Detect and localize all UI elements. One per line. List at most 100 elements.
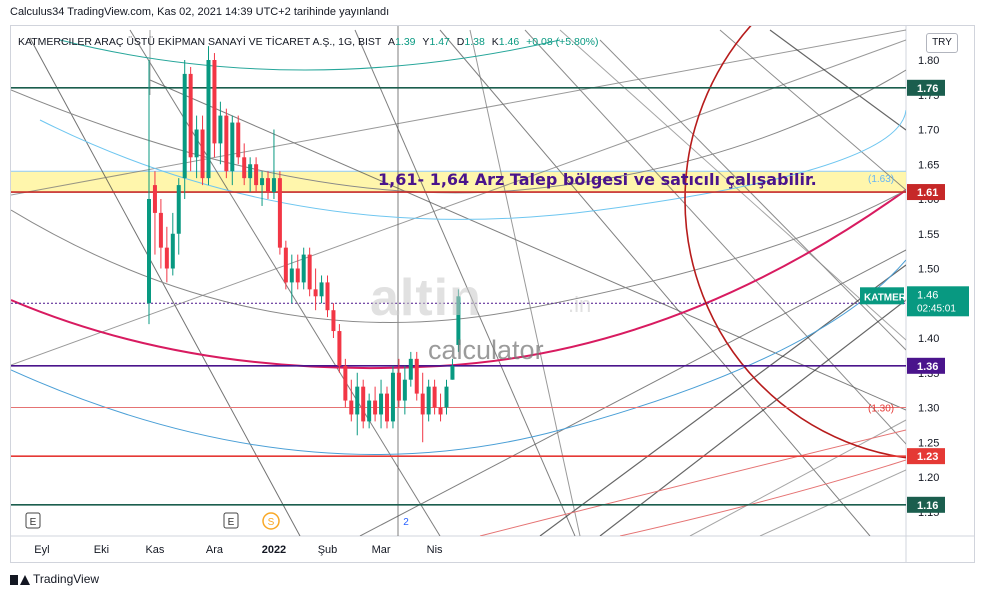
x-tick-label: Ara xyxy=(206,544,224,556)
candle-body xyxy=(373,400,378,415)
candle-body xyxy=(158,212,163,248)
tradingview-footer[interactable]: TradingView xyxy=(10,572,99,586)
level-tag-label: 1.76 xyxy=(917,83,938,95)
event-marker-label: E xyxy=(228,517,235,528)
y-tick-label: 1.55 xyxy=(918,229,939,241)
level-tag xyxy=(907,184,945,201)
trend-line xyxy=(29,37,301,536)
last-price-label: 1.46 xyxy=(917,289,938,301)
candle-body xyxy=(313,289,318,297)
y-tick-label: 1.50 xyxy=(918,264,939,276)
level-tag-label: 1.16 xyxy=(917,500,938,512)
level-note: (1.63) xyxy=(868,174,894,185)
event-marker-label: 2 xyxy=(403,517,409,528)
candle-body xyxy=(283,247,288,283)
x-tick-label: Şub xyxy=(318,544,338,556)
y-tick-label: 1.25 xyxy=(918,437,939,449)
zone-annotation: 1,61- 1,64 Arz Talep bölgesi ve satıcılı… xyxy=(378,170,817,189)
change-value: +0.08 (+5.80%) xyxy=(526,36,599,48)
candle-body xyxy=(295,268,300,283)
earnings-marker xyxy=(223,512,239,529)
candle-body xyxy=(450,365,455,380)
candle-body xyxy=(444,386,449,408)
high-value: 1.47 xyxy=(429,36,450,48)
event-marker-label: S xyxy=(268,517,275,528)
trend-line xyxy=(149,79,906,411)
candle-body xyxy=(236,122,241,158)
trend-line xyxy=(129,29,441,536)
close-value: 1.46 xyxy=(498,36,520,48)
candle-body xyxy=(343,365,348,401)
symbol-name: KATMERCILER ARAÇ ÜSTÜ EKİPMAN SANAYİ VE … xyxy=(18,36,382,48)
y-tick-label: 1.65 xyxy=(918,159,939,171)
horizontal-levels: (1.63) (1.30) xyxy=(11,87,906,506)
chart-frame xyxy=(10,25,975,563)
event-markers: E E S 2 xyxy=(25,512,409,530)
close-label: K xyxy=(491,36,499,48)
currency-button[interactable]: TRY xyxy=(926,33,958,53)
countdown-label: 02:45:01 xyxy=(917,303,956,314)
candle-body xyxy=(242,157,247,179)
candle-body xyxy=(147,199,151,304)
level-tag-label: 1.23 xyxy=(917,451,938,463)
candle-body xyxy=(390,372,395,422)
candle-body xyxy=(170,233,175,269)
open-value: 1.39 xyxy=(395,36,416,48)
trend-line xyxy=(359,249,906,536)
gann-arc xyxy=(11,259,906,455)
trend-line xyxy=(439,29,871,536)
candle-body xyxy=(379,393,384,415)
gann-circle xyxy=(684,26,906,459)
high-label: Y xyxy=(422,36,430,48)
candle-body xyxy=(456,296,461,345)
time-axis[interactable]: 3TemEylEkiKasAra2022ŞubMarNis xyxy=(0,544,443,556)
y-tick-label: 1.20 xyxy=(918,472,939,484)
candle-body xyxy=(385,393,389,422)
footer-brand: TradingView xyxy=(33,572,100,586)
level-tag xyxy=(907,496,945,513)
candle-body xyxy=(194,129,199,158)
zone-rect xyxy=(11,171,906,193)
y-tick-label: 1.40 xyxy=(918,333,939,345)
candle-body xyxy=(212,60,217,144)
trend-line xyxy=(689,419,906,536)
gann-arc xyxy=(479,429,906,536)
candle-body xyxy=(432,386,437,408)
trend-line xyxy=(524,29,906,445)
gann-arc xyxy=(619,459,906,536)
trend-line xyxy=(599,39,906,351)
candle-body xyxy=(200,129,205,179)
open-label: A xyxy=(388,36,396,48)
candle-body xyxy=(289,268,294,283)
gann-arc xyxy=(59,39,561,71)
trend-line xyxy=(11,29,906,196)
earnings-marker xyxy=(25,512,41,529)
level-tag-label: 1.61 xyxy=(917,187,938,199)
candle-body xyxy=(176,185,181,234)
candle-body xyxy=(224,115,229,172)
level-tag-label: 1.36 xyxy=(917,361,938,373)
candle-body xyxy=(367,400,372,422)
candle-body xyxy=(402,379,407,401)
candle-body xyxy=(277,178,282,248)
watermark-suffix: .in xyxy=(568,292,592,317)
low-value: 1.38 xyxy=(464,36,485,48)
candle-body xyxy=(319,282,324,297)
gann-drawings xyxy=(11,26,906,536)
price-axis[interactable]: 1.801.751.701.651.601.551.501.451.401.35… xyxy=(860,55,969,519)
candle-body xyxy=(206,60,211,179)
trend-line xyxy=(11,39,906,366)
x-tick-label: Eki xyxy=(94,544,109,556)
tradingview-logo-icon xyxy=(10,574,30,585)
trend-line xyxy=(769,29,906,131)
symbol-tag xyxy=(860,287,904,305)
candle-body xyxy=(266,178,270,193)
candle-body xyxy=(408,358,413,380)
candle-body xyxy=(396,372,401,401)
x-tick-label: Mar xyxy=(372,544,391,556)
candle-body xyxy=(260,178,265,186)
event-marker-label: E xyxy=(30,517,37,528)
candle-body xyxy=(182,73,187,179)
grid xyxy=(11,26,975,563)
